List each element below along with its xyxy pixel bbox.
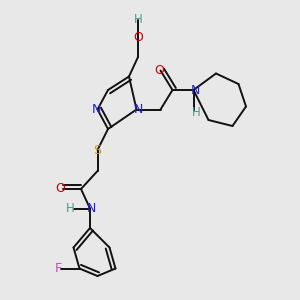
Text: H: H — [192, 106, 201, 119]
Text: O: O — [133, 31, 143, 44]
Text: N: N — [190, 83, 200, 97]
Text: N: N — [133, 103, 143, 116]
Text: F: F — [55, 262, 62, 275]
Text: O: O — [154, 64, 164, 77]
Text: O: O — [55, 182, 65, 196]
Text: S: S — [94, 143, 101, 157]
Text: H: H — [134, 13, 142, 26]
Text: N: N — [87, 202, 96, 215]
Text: N: N — [91, 103, 101, 116]
Text: H: H — [66, 202, 75, 215]
